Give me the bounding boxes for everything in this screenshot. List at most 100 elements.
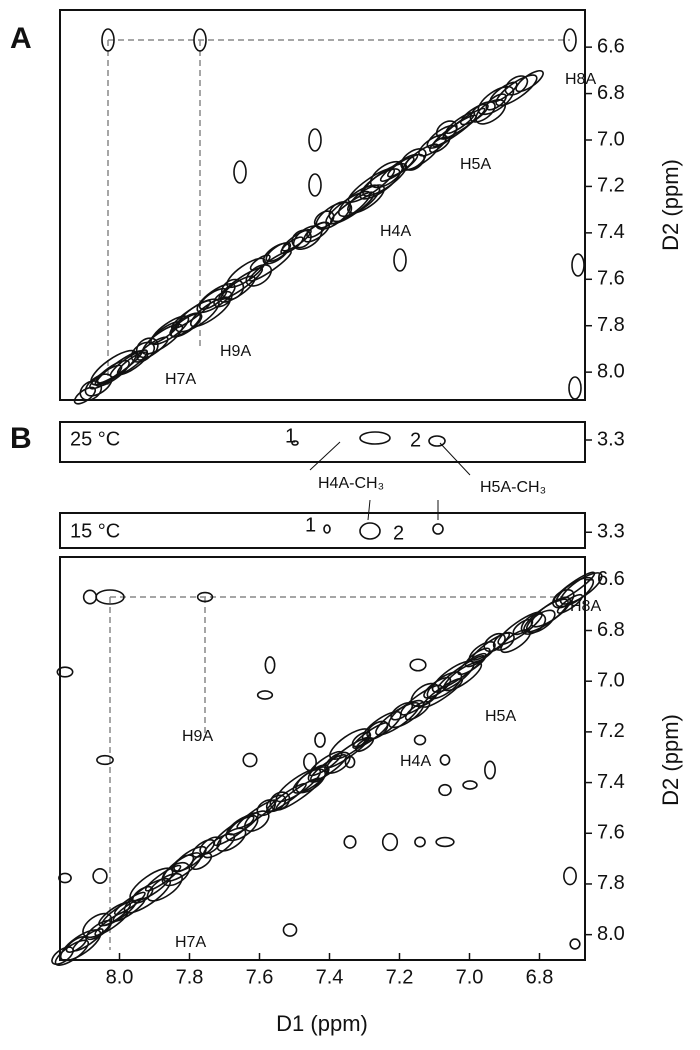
y-tick-label: 7.2 (597, 175, 625, 197)
y-tick-label: 7.4 (597, 771, 625, 793)
y-tick-label: 7.8 (597, 872, 625, 894)
contour (393, 248, 407, 272)
contour (343, 835, 357, 849)
guide-line (107, 39, 570, 385)
contour (82, 589, 98, 605)
contour (483, 632, 506, 653)
y-tick-label: 7.6 (597, 268, 625, 290)
contour (559, 572, 603, 605)
annotation: H4A-CH₃ (318, 475, 384, 492)
contour (196, 282, 236, 314)
contour (459, 103, 489, 126)
contour (359, 522, 381, 540)
guide-line (109, 596, 570, 950)
contour (236, 799, 277, 829)
y-tick-label: 8.0 (597, 923, 625, 945)
contour (435, 836, 455, 848)
x-axis-label: D1 (ppm) (276, 1011, 368, 1036)
y-tick-label: 7.4 (597, 221, 625, 243)
contour (58, 872, 72, 884)
connector (309, 441, 471, 521)
contour (189, 296, 231, 328)
contour (428, 435, 446, 447)
contour (196, 591, 214, 603)
annotation: H7A (175, 934, 206, 951)
y-axis-label: D2 (ppm) (658, 714, 683, 806)
annotation: H9A (220, 343, 251, 360)
contour (563, 866, 577, 886)
y-tick-label: 3.3 (597, 428, 625, 450)
annotation: 15 °C (70, 520, 120, 542)
contour (439, 754, 451, 766)
contour (323, 524, 331, 534)
contour (82, 912, 113, 939)
contour (101, 28, 115, 52)
contour (242, 752, 258, 768)
contour (65, 936, 87, 953)
contour (92, 867, 108, 885)
y-tick-label: 6.6 (597, 568, 625, 590)
contour (303, 752, 317, 772)
contour (173, 845, 207, 872)
y-tick-label: 6.8 (597, 619, 625, 641)
contour (219, 275, 256, 303)
contour (280, 236, 304, 255)
contour (568, 376, 582, 400)
contour (495, 74, 538, 107)
contour (175, 298, 220, 333)
y-axis-label: D2 (ppm) (658, 159, 683, 251)
contour (113, 891, 146, 916)
contour (569, 938, 581, 950)
panel-frame (59, 9, 586, 401)
contour (484, 760, 496, 780)
contour (381, 832, 399, 852)
annotation: 25 °C (70, 428, 120, 450)
annotation: H4A (400, 753, 431, 770)
annotation: H5A-CH₃ (480, 479, 546, 496)
contour (109, 349, 148, 378)
y-tick-label: 7.8 (597, 314, 625, 336)
annotation: H7A (165, 371, 196, 388)
y-tick-label: 6.8 (597, 82, 625, 104)
contour (414, 836, 426, 848)
contour (344, 755, 356, 769)
annotation: H9A (182, 728, 213, 745)
strip-frame (59, 421, 586, 463)
contour (96, 754, 114, 766)
contour (256, 690, 274, 700)
contour (233, 160, 247, 184)
contour (563, 28, 577, 52)
panel-frame (59, 556, 586, 961)
contour (262, 242, 290, 265)
annotation: H8A (565, 71, 596, 88)
contour (213, 290, 233, 308)
contour (314, 732, 326, 748)
contour (413, 734, 427, 746)
panel-letter: B (10, 422, 32, 455)
contour (410, 682, 440, 708)
y-tick-label: 8.0 (597, 360, 625, 382)
annotation: 1 (285, 425, 296, 447)
y-tick-label: 3.3 (597, 521, 625, 543)
x-tick-label: 6.8 (526, 966, 554, 988)
contour (282, 923, 298, 937)
contour (193, 28, 207, 52)
contour (264, 656, 276, 674)
y-tick-label: 7.6 (597, 822, 625, 844)
y-tick-label: 6.6 (597, 35, 625, 57)
contour (489, 81, 518, 103)
y-tick-label: 7.0 (597, 128, 625, 150)
contour (245, 264, 273, 287)
guides (107, 39, 570, 950)
x-tick-label: 7.2 (386, 966, 414, 988)
contour (515, 70, 544, 93)
annotation: H5A (485, 708, 516, 725)
annotation: H5A (460, 156, 491, 173)
panel-letter: A (10, 22, 32, 55)
x-tick-label: 7.6 (246, 966, 274, 988)
annotation: 2 (393, 522, 404, 544)
contour (291, 440, 299, 446)
contour (56, 666, 74, 678)
contour (59, 929, 102, 962)
contour (265, 241, 292, 263)
